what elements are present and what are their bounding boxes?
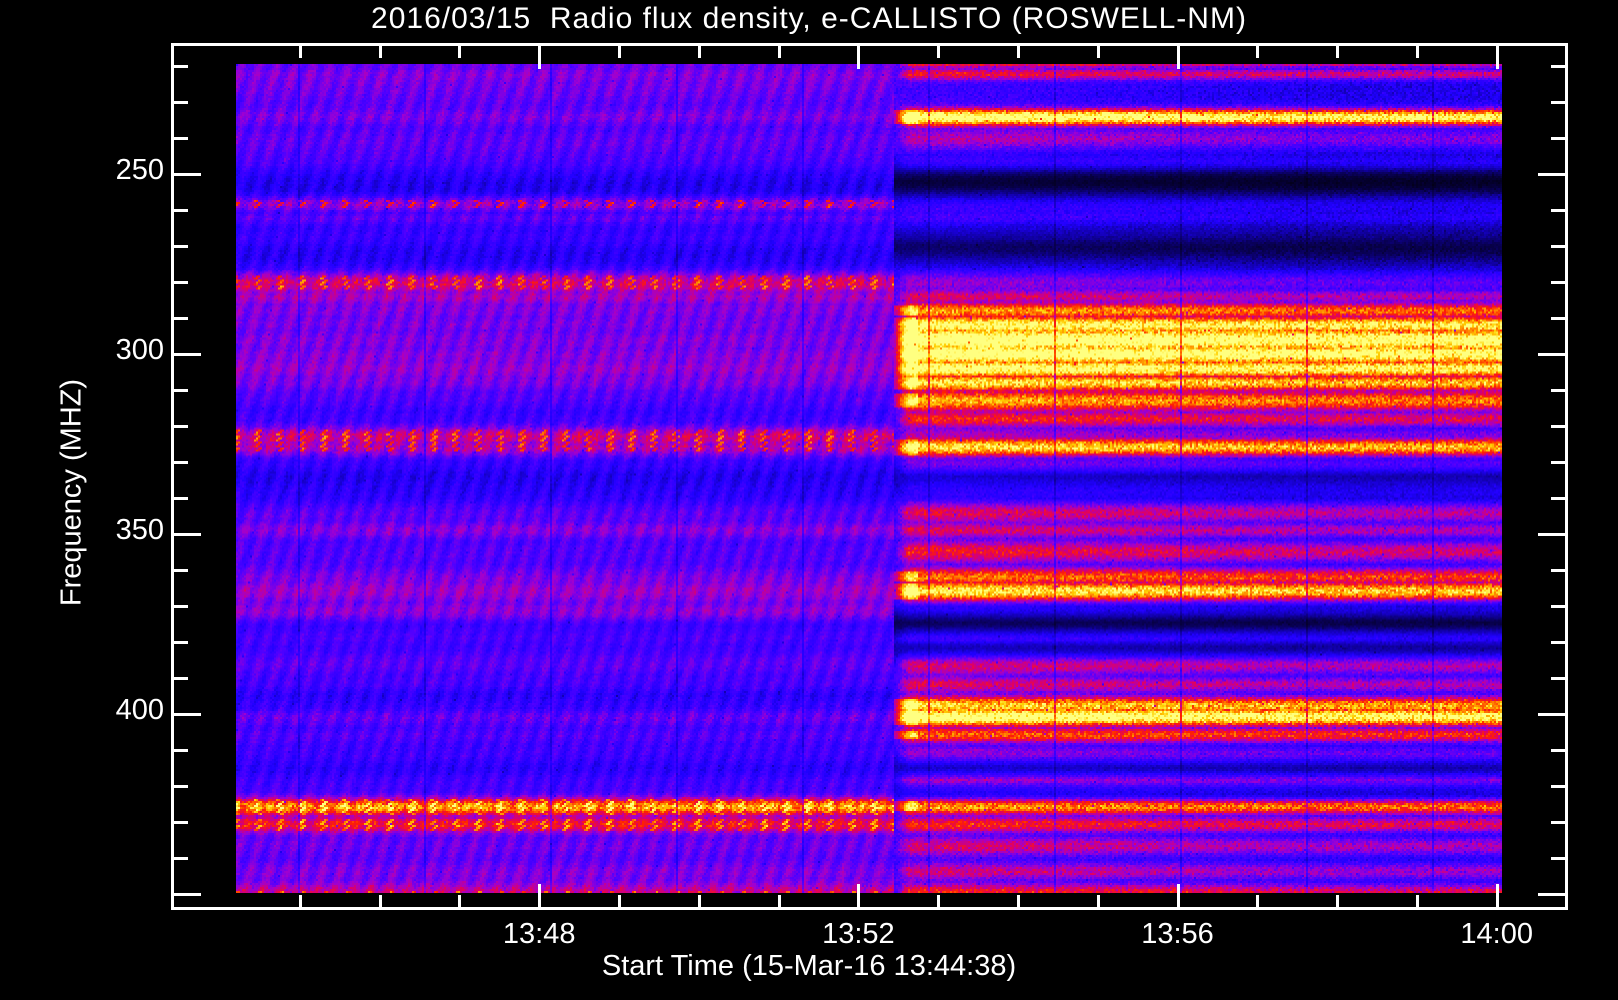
y-tick-major — [171, 173, 201, 176]
y-tick-minor-right — [1551, 209, 1568, 212]
y-tick-label: 350 — [115, 514, 164, 546]
x-tick-minor-top — [1096, 43, 1100, 58]
y-tick-minor-right — [1551, 677, 1568, 680]
y-tick-minor — [171, 281, 188, 284]
y-tick-minor — [171, 821, 188, 824]
x-tick-major-top — [538, 43, 542, 69]
y-tick-minor — [171, 605, 188, 608]
y-tick-label: 250 — [115, 154, 164, 186]
y-tick-minor-right — [1551, 317, 1568, 320]
x-tick-major-top — [1176, 43, 1180, 69]
y-tick-minor — [171, 65, 188, 68]
y-tick-minor-right — [1551, 749, 1568, 752]
y-tick-minor — [171, 389, 188, 392]
y-tick-minor-right — [1551, 857, 1568, 860]
x-tick-minor-top — [1415, 43, 1419, 58]
y-tick-minor-right — [1551, 461, 1568, 464]
x-tick-major — [857, 884, 861, 910]
y-tick-major — [171, 533, 201, 536]
y-tick-minor-right — [1551, 569, 1568, 572]
x-tick-major-top — [1495, 43, 1499, 69]
y-tick-minor-right — [1551, 65, 1568, 68]
x-tick-minor-top — [1016, 43, 1020, 58]
x-tick-minor — [1016, 895, 1020, 910]
y-tick-minor — [171, 461, 188, 464]
x-tick-minor — [1415, 895, 1419, 910]
y-tick-minor — [171, 569, 188, 572]
x-tick-minor — [378, 895, 382, 910]
y-axis-title: Frequency (MHZ) — [55, 378, 88, 607]
x-tick-major — [1495, 884, 1499, 910]
y-tick-minor-right — [1551, 821, 1568, 824]
x-tick-major-top — [857, 43, 861, 69]
y-tick-major-right — [1538, 533, 1568, 536]
y-tick-major-right — [1538, 173, 1568, 176]
x-tick-minor — [937, 895, 941, 910]
y-tick-minor-right — [1551, 137, 1568, 140]
x-tick-minor-top — [777, 43, 781, 58]
y-tick-label: 300 — [115, 334, 164, 366]
figure-title: 2016/03/15 Radio flux density, e-CALLIST… — [371, 2, 1247, 35]
y-tick-minor-right — [1551, 281, 1568, 284]
y-tick-major-right — [1538, 893, 1568, 896]
x-tick-minor-top — [378, 43, 382, 58]
y-tick-minor-right — [1551, 497, 1568, 500]
x-tick-minor-top — [617, 43, 621, 58]
y-tick-minor — [171, 785, 188, 788]
x-tick-minor — [697, 895, 701, 910]
y-tick-major — [171, 713, 201, 716]
x-tick-label: 13:52 — [822, 918, 895, 950]
y-tick-minor-right — [1551, 389, 1568, 392]
y-tick-label: 400 — [115, 694, 164, 726]
x-tick-label: 13:48 — [502, 918, 576, 950]
x-tick-minor-top — [1336, 43, 1340, 58]
y-tick-major — [171, 353, 201, 356]
x-tick-minor — [1336, 895, 1340, 910]
x-tick-major — [538, 884, 542, 910]
x-tick-minor-top — [458, 43, 462, 58]
y-tick-minor-right — [1551, 605, 1568, 608]
y-tick-major-right — [1538, 353, 1568, 356]
x-tick-minor — [617, 895, 621, 910]
x-tick-major — [1176, 884, 1180, 910]
y-tick-minor — [171, 317, 188, 320]
y-tick-minor — [171, 137, 188, 140]
y-tick-minor — [171, 749, 188, 752]
x-tick-minor — [458, 895, 462, 910]
y-tick-major-right — [1538, 713, 1568, 716]
y-tick-minor — [171, 425, 188, 428]
y-tick-minor-right — [1551, 641, 1568, 644]
x-tick-label: 14:00 — [1460, 918, 1533, 950]
y-tick-minor — [171, 209, 188, 212]
x-tick-minor — [1096, 895, 1100, 910]
x-tick-minor — [1256, 895, 1260, 910]
x-tick-minor-top — [298, 43, 302, 58]
x-axis-title: Start Time (15-Mar-16 13:44:38) — [601, 950, 1017, 982]
x-tick-minor — [777, 895, 781, 910]
spectrogram-image — [236, 64, 1502, 893]
y-tick-minor — [171, 101, 188, 104]
y-tick-minor-right — [1551, 785, 1568, 788]
spectrogram-canvas — [236, 64, 1502, 893]
x-tick-minor-top — [937, 43, 941, 58]
y-tick-minor — [171, 641, 188, 644]
y-tick-minor-right — [1551, 245, 1568, 248]
y-tick-minor-right — [1551, 425, 1568, 428]
y-tick-major — [171, 893, 201, 896]
x-tick-minor — [298, 895, 302, 910]
y-tick-minor — [171, 857, 188, 860]
y-tick-minor — [171, 677, 188, 680]
y-tick-minor — [171, 497, 188, 500]
y-tick-minor — [171, 245, 188, 248]
x-tick-minor-top — [1256, 43, 1260, 58]
x-tick-minor-top — [697, 43, 701, 58]
y-tick-minor-right — [1551, 101, 1568, 104]
x-tick-label: 13:56 — [1141, 918, 1214, 950]
